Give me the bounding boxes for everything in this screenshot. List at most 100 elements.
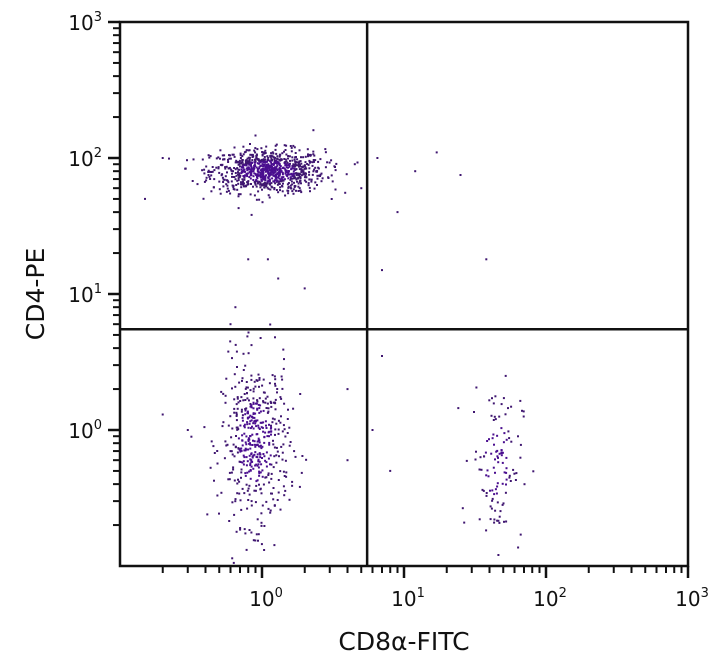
data-point [249,177,252,180]
data-point [261,445,264,448]
plot-frame [118,20,690,568]
data-point [265,476,268,479]
data-point [273,159,276,162]
data-point [243,426,246,429]
data-point [273,544,276,547]
data-point [301,455,304,457]
data-point [275,446,278,449]
data-point [254,464,257,467]
data-point [396,211,399,214]
data-point [302,171,305,174]
data-point [275,461,278,464]
data-point [287,408,289,411]
data-point [317,160,320,163]
data-point [268,435,270,438]
data-point [237,179,240,182]
data-point [498,521,501,524]
data-point [244,399,247,401]
data-point [505,467,508,470]
data-point [248,158,251,161]
data-point [224,175,227,178]
data-point [246,157,249,160]
data-point [269,155,272,158]
data-point [286,432,289,434]
data-point [226,179,228,182]
data-point [271,151,274,154]
data-point [255,185,258,188]
data-point [258,428,261,430]
data-point [240,183,243,186]
data-point [247,166,250,169]
data-point [280,158,283,161]
data-point [243,175,246,177]
data-point [484,451,487,454]
data-point [286,164,289,167]
data-point [300,168,303,171]
data-point [266,182,269,185]
data-point [300,191,303,194]
data-point [263,441,266,444]
data-point [255,425,258,428]
data-point [283,144,286,147]
data-point [279,508,282,511]
data-point [252,397,255,400]
data-point [253,164,256,167]
data-point [291,159,294,162]
data-point [266,258,269,261]
data-point [242,153,245,156]
data-point [246,172,249,175]
data-point [285,160,288,163]
data-point [376,157,379,159]
data-point [269,400,272,403]
data-point [275,152,278,155]
data-point [271,165,273,168]
data-point [234,498,237,501]
data-point [234,306,237,309]
data-point [250,166,253,169]
data-point [262,151,265,154]
data-point [268,382,271,385]
data-point [269,171,272,174]
data-point [213,452,216,454]
data-point [259,186,262,189]
tick-exponent: 0 [94,418,102,433]
data-point [241,416,244,419]
data-point [282,485,285,488]
data-point [313,187,316,190]
data-point [247,149,250,152]
data-point [256,407,259,410]
data-point [293,450,296,453]
data-point [229,157,232,160]
data-point [297,182,300,185]
data-point [258,411,261,414]
data-point [252,439,254,442]
data-point [228,478,231,481]
data-point [258,397,261,400]
data-point [308,171,311,174]
data-point [233,155,236,158]
data-point [260,447,263,450]
data-point [293,172,296,175]
data-point [247,258,250,261]
data-point [243,456,246,459]
data-point [255,153,258,156]
data-point [279,421,282,424]
data-point [250,465,253,468]
data-point [270,402,273,404]
data-point [244,447,247,450]
data-point [230,180,233,183]
data-point [262,169,265,172]
data-point [331,180,334,183]
data-point [249,435,252,438]
data-point [475,386,478,389]
data-point [249,405,252,408]
data-point [261,177,264,180]
y-tick-label: 100 [68,418,102,443]
data-point [312,159,315,161]
data-point [247,440,250,443]
data-point [264,476,267,479]
data-point [289,184,292,187]
data-point [309,190,311,193]
data-point [257,181,260,184]
